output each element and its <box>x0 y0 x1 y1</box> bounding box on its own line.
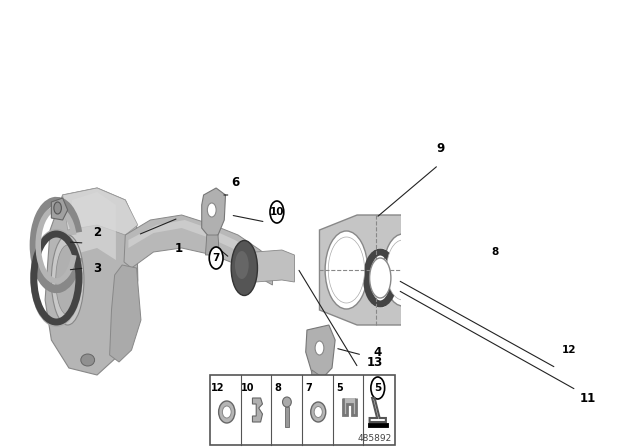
Ellipse shape <box>328 237 365 303</box>
Polygon shape <box>205 235 220 255</box>
Text: 2: 2 <box>93 225 101 238</box>
Circle shape <box>488 241 502 263</box>
Text: 1: 1 <box>175 241 182 254</box>
Text: 4: 4 <box>374 345 382 358</box>
Polygon shape <box>255 250 294 282</box>
Ellipse shape <box>314 406 323 418</box>
Text: 9: 9 <box>436 142 445 155</box>
Circle shape <box>562 339 576 361</box>
Ellipse shape <box>310 402 326 422</box>
Ellipse shape <box>231 241 257 296</box>
Ellipse shape <box>364 248 397 308</box>
Polygon shape <box>51 198 68 220</box>
Polygon shape <box>129 220 257 260</box>
Polygon shape <box>306 325 335 378</box>
Text: 7: 7 <box>305 383 312 393</box>
Polygon shape <box>63 188 138 235</box>
Text: 7: 7 <box>212 253 220 263</box>
Text: 13: 13 <box>367 356 383 369</box>
Ellipse shape <box>51 235 84 325</box>
Ellipse shape <box>222 406 231 418</box>
Polygon shape <box>310 370 326 395</box>
Polygon shape <box>72 192 116 260</box>
Text: 8: 8 <box>492 247 499 257</box>
Bar <box>285 407 289 427</box>
Polygon shape <box>109 265 141 362</box>
Text: 3: 3 <box>93 262 101 275</box>
Polygon shape <box>45 188 138 375</box>
Polygon shape <box>124 215 273 285</box>
Ellipse shape <box>370 258 391 298</box>
Text: 485892: 485892 <box>357 434 392 443</box>
Polygon shape <box>343 398 356 415</box>
Circle shape <box>371 377 385 399</box>
Circle shape <box>209 247 223 269</box>
Text: 10: 10 <box>269 207 284 217</box>
Ellipse shape <box>383 234 422 306</box>
Text: 12: 12 <box>561 345 576 355</box>
Text: 5: 5 <box>336 383 343 393</box>
Ellipse shape <box>325 231 368 309</box>
Bar <box>210 375 395 445</box>
Ellipse shape <box>81 354 95 366</box>
Circle shape <box>270 201 284 223</box>
Polygon shape <box>252 398 262 422</box>
Text: 11: 11 <box>579 392 596 405</box>
Text: 5: 5 <box>374 383 381 393</box>
Ellipse shape <box>56 245 79 315</box>
Circle shape <box>315 341 324 355</box>
Text: 8: 8 <box>275 383 282 393</box>
Circle shape <box>207 203 216 217</box>
Ellipse shape <box>387 240 419 300</box>
Polygon shape <box>319 215 432 325</box>
Circle shape <box>54 202 61 214</box>
Text: 12: 12 <box>211 383 224 393</box>
Ellipse shape <box>219 401 235 423</box>
Text: 10: 10 <box>241 383 254 393</box>
Text: 6: 6 <box>232 176 239 189</box>
Polygon shape <box>202 188 225 238</box>
Ellipse shape <box>235 251 249 279</box>
Ellipse shape <box>282 397 291 407</box>
